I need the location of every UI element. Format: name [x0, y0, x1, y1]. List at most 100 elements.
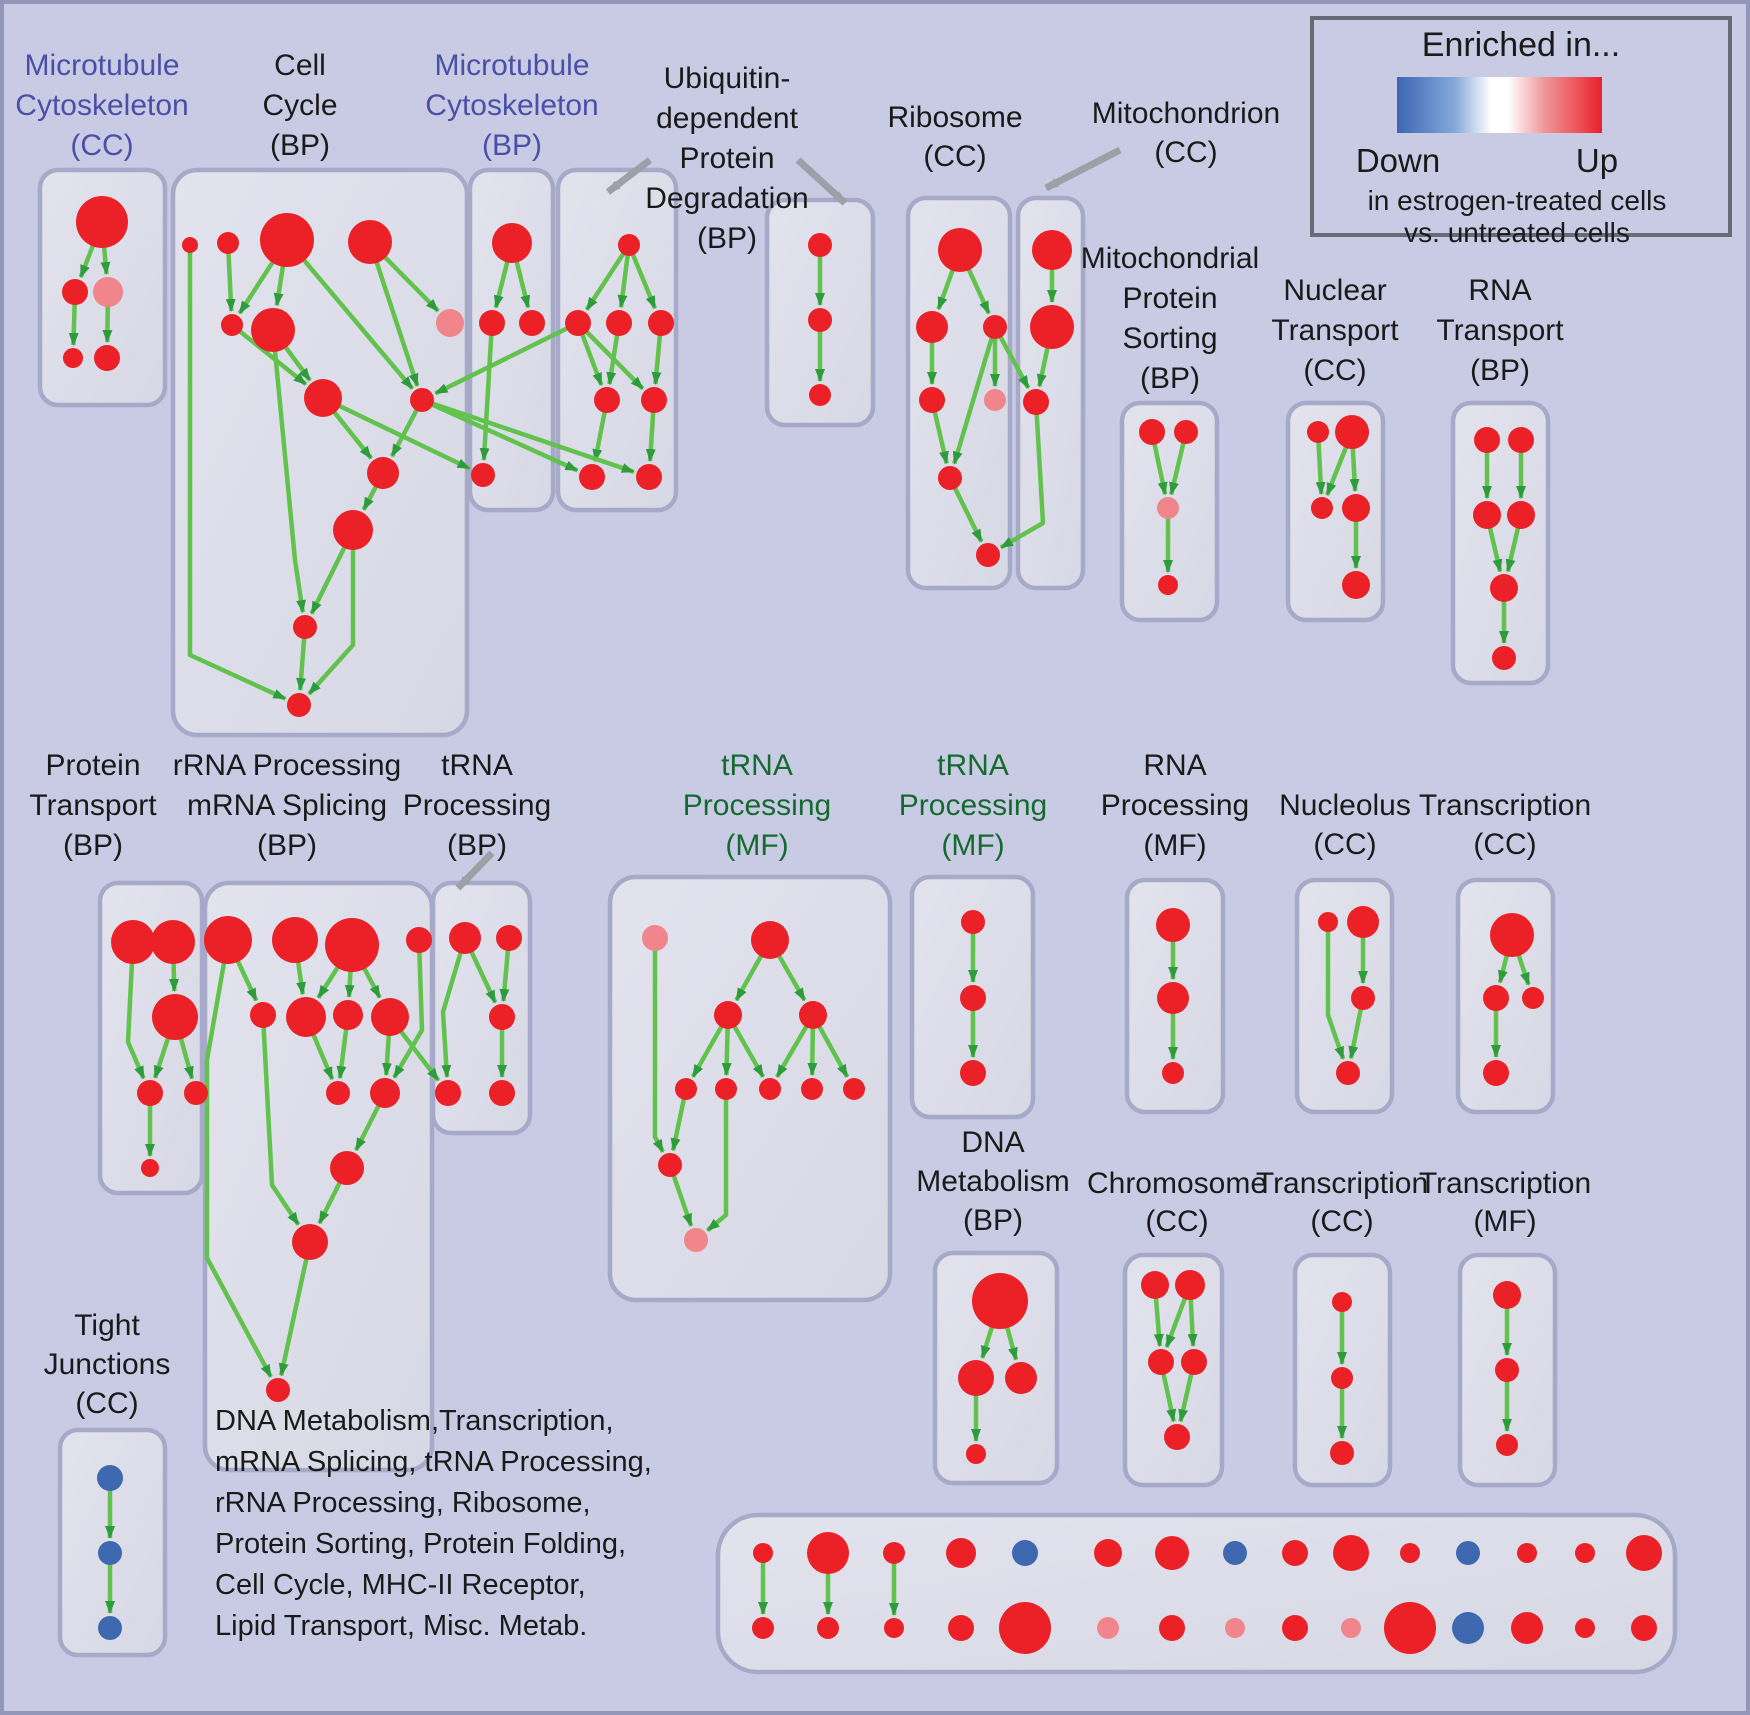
go-term-node [292, 1224, 328, 1260]
go-term-node [1311, 497, 1333, 519]
cluster-label-transcription-cc-b: Transcription (CC) [1256, 1167, 1428, 1238]
cluster-label-cell-cycle-bp: Cell Cycle (BP) [262, 49, 337, 162]
go-term-node [221, 314, 243, 336]
go-term-node [330, 1151, 364, 1185]
go-term-node [137, 1080, 163, 1106]
cluster-label-trna-processing-bp: tRNA Processing (BP) [403, 749, 551, 862]
go-term-node [436, 309, 464, 337]
go-term-node [1495, 1358, 1519, 1382]
go-term-node [1157, 982, 1189, 1014]
legend-box [1310, 16, 1732, 237]
go-term-node [333, 1000, 363, 1030]
go-term-node [489, 1080, 515, 1106]
go-term-node [948, 1615, 974, 1641]
go-term-node [1331, 1367, 1353, 1389]
cluster-label-nuclear-transport-cc: Nuclear Transport (CC) [1271, 274, 1399, 387]
go-term-node [684, 1228, 708, 1252]
go-term-node [1164, 1424, 1190, 1450]
cluster-label-dna-metabolism-bp: DNA Metabolism (BP) [916, 1126, 1069, 1237]
cluster-label-trna-processing-mf-2: tRNA Processing (MF) [899, 749, 1047, 862]
go-term-node [715, 1078, 737, 1100]
go-term-node [1342, 571, 1370, 599]
go-term-node [1507, 501, 1535, 529]
go-term-node [217, 232, 239, 254]
go-term-node [286, 997, 326, 1037]
edge-arrow [421, 397, 579, 473]
go-term-node [272, 917, 318, 963]
edge-arrow [440, 937, 468, 1079]
go-term-node [1351, 986, 1375, 1010]
go-term-node [1174, 420, 1198, 444]
edge-arrow [307, 530, 356, 696]
legend-up-label: Up [1576, 142, 1618, 179]
go-term-node [93, 277, 123, 307]
go-term-node [333, 510, 373, 550]
go-term-node [471, 463, 495, 487]
go-term-node [63, 348, 83, 368]
go-term-node [799, 1001, 827, 1029]
go-term-node [1575, 1618, 1595, 1638]
note-text-line: Cell Cycle, MHC-II Receptor, [215, 1569, 586, 1601]
edge-arrow [187, 245, 287, 701]
go-term-node [960, 1060, 986, 1086]
go-term-node [983, 315, 1007, 339]
go-term-node [1030, 305, 1074, 349]
go-term-node [98, 1616, 122, 1640]
go-term-node [919, 387, 945, 413]
go-term-node [641, 387, 667, 413]
go-term-node [1097, 1617, 1119, 1639]
go-term-node [1341, 1618, 1361, 1638]
go-term-node [406, 927, 432, 953]
go-term-node [966, 1444, 986, 1464]
edge-arrow [285, 238, 415, 390]
legend-caption-line2: vs. untreated cells [1404, 217, 1630, 248]
go-term-node [1483, 985, 1509, 1011]
go-term-node [817, 1617, 839, 1639]
go-term-node [1141, 1271, 1169, 1299]
go-term-node [326, 1081, 350, 1105]
go-term-node [1094, 1539, 1122, 1567]
go-term-node [260, 213, 314, 267]
go-term-node [325, 918, 379, 972]
edge-arrow [125, 941, 146, 1080]
label-pointer-arrow [1044, 146, 1122, 192]
go-term-node [1332, 1292, 1352, 1312]
go-term-node [1012, 1540, 1038, 1566]
go-term-node [1347, 906, 1379, 938]
edge-arrow [278, 1241, 313, 1377]
go-term-node [1474, 427, 1500, 453]
go-term-node [1631, 1615, 1657, 1641]
edge-arrow [322, 395, 471, 471]
go-term-node [492, 223, 532, 263]
cluster-box-chromosome-cc [1122, 1252, 1225, 1488]
go-term-node [1511, 1612, 1543, 1644]
go-term-node [1333, 1535, 1369, 1571]
go-term-node [1456, 1541, 1480, 1565]
go-term-node [76, 196, 128, 248]
go-term-node [809, 384, 831, 406]
edge-arrow [479, 322, 495, 462]
go-term-node [367, 457, 399, 489]
go-term-node [489, 1004, 515, 1030]
go-term-node [843, 1078, 865, 1100]
cluster-box-ribosome-cc [905, 195, 1013, 591]
go-term-node [976, 543, 1000, 567]
legend-title: Enriched in... [1422, 26, 1620, 64]
cluster-label-rna-processing-mf: RNA Processing (MF) [1101, 749, 1249, 862]
go-term-node [250, 1002, 276, 1028]
go-term-node [98, 1541, 122, 1565]
go-term-node [752, 1617, 774, 1639]
go-term-node [938, 466, 962, 490]
go-term-node [984, 389, 1006, 411]
edge-arrow [584, 243, 631, 311]
cluster-label-transcription-mf: Transcription (MF) [1419, 1167, 1591, 1238]
go-term-node [184, 1081, 208, 1105]
go-term-node [371, 998, 409, 1036]
cluster-label-mito-protein-sorting-bp: Mitochondrial Protein Sorting (BP) [1081, 242, 1259, 395]
cluster-box-mitochondrion-cc [1015, 195, 1086, 591]
go-term-node [1400, 1543, 1420, 1563]
edge-arrow [230, 323, 308, 386]
go-term-node [204, 916, 252, 964]
